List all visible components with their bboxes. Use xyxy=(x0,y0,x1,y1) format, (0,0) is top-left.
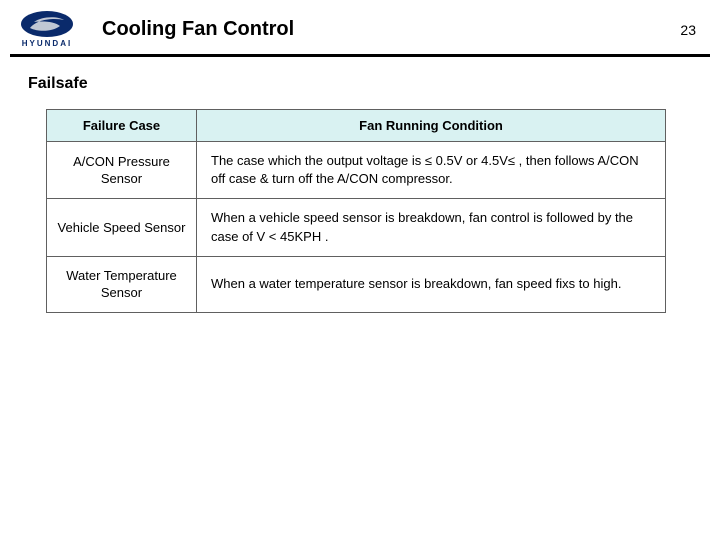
section-heading: Failsafe xyxy=(28,75,692,93)
column-header-fan-condition: Fan Running Condition xyxy=(197,110,666,142)
cell-failure-case: A/CON Pressure Sensor xyxy=(47,142,197,199)
cell-fan-condition: When a water temperature sensor is break… xyxy=(197,256,666,312)
cell-fan-condition: When a vehicle speed sensor is breakdown… xyxy=(197,199,666,256)
page-title: Cooling Fan Control xyxy=(102,18,294,41)
table-row: Vehicle Speed Sensor When a vehicle spee… xyxy=(47,199,666,256)
table-row: Water Temperature Sensor When a water te… xyxy=(47,256,666,312)
hyundai-logo-icon xyxy=(20,10,74,38)
brand-logo-text: HYUNDAI xyxy=(22,39,72,48)
failsafe-table: Failure Case Fan Running Condition A/CON… xyxy=(46,109,666,313)
cell-failure-case: Water Temperature Sensor xyxy=(47,256,197,312)
slide-header: HYUNDAI Cooling Fan Control 23 xyxy=(0,0,720,54)
table-row: A/CON Pressure Sensor The case which the… xyxy=(47,142,666,199)
brand-logo: HYUNDAI xyxy=(20,10,74,48)
cell-fan-condition: The case which the output voltage is ≤ 0… xyxy=(197,142,666,199)
cell-failure-case: Vehicle Speed Sensor xyxy=(47,199,197,256)
column-header-failure-case: Failure Case xyxy=(47,110,197,142)
page-number: 23 xyxy=(680,22,696,38)
table-header-row: Failure Case Fan Running Condition xyxy=(47,110,666,142)
content-area: Failsafe Failure Case Fan Running Condit… xyxy=(0,57,720,331)
